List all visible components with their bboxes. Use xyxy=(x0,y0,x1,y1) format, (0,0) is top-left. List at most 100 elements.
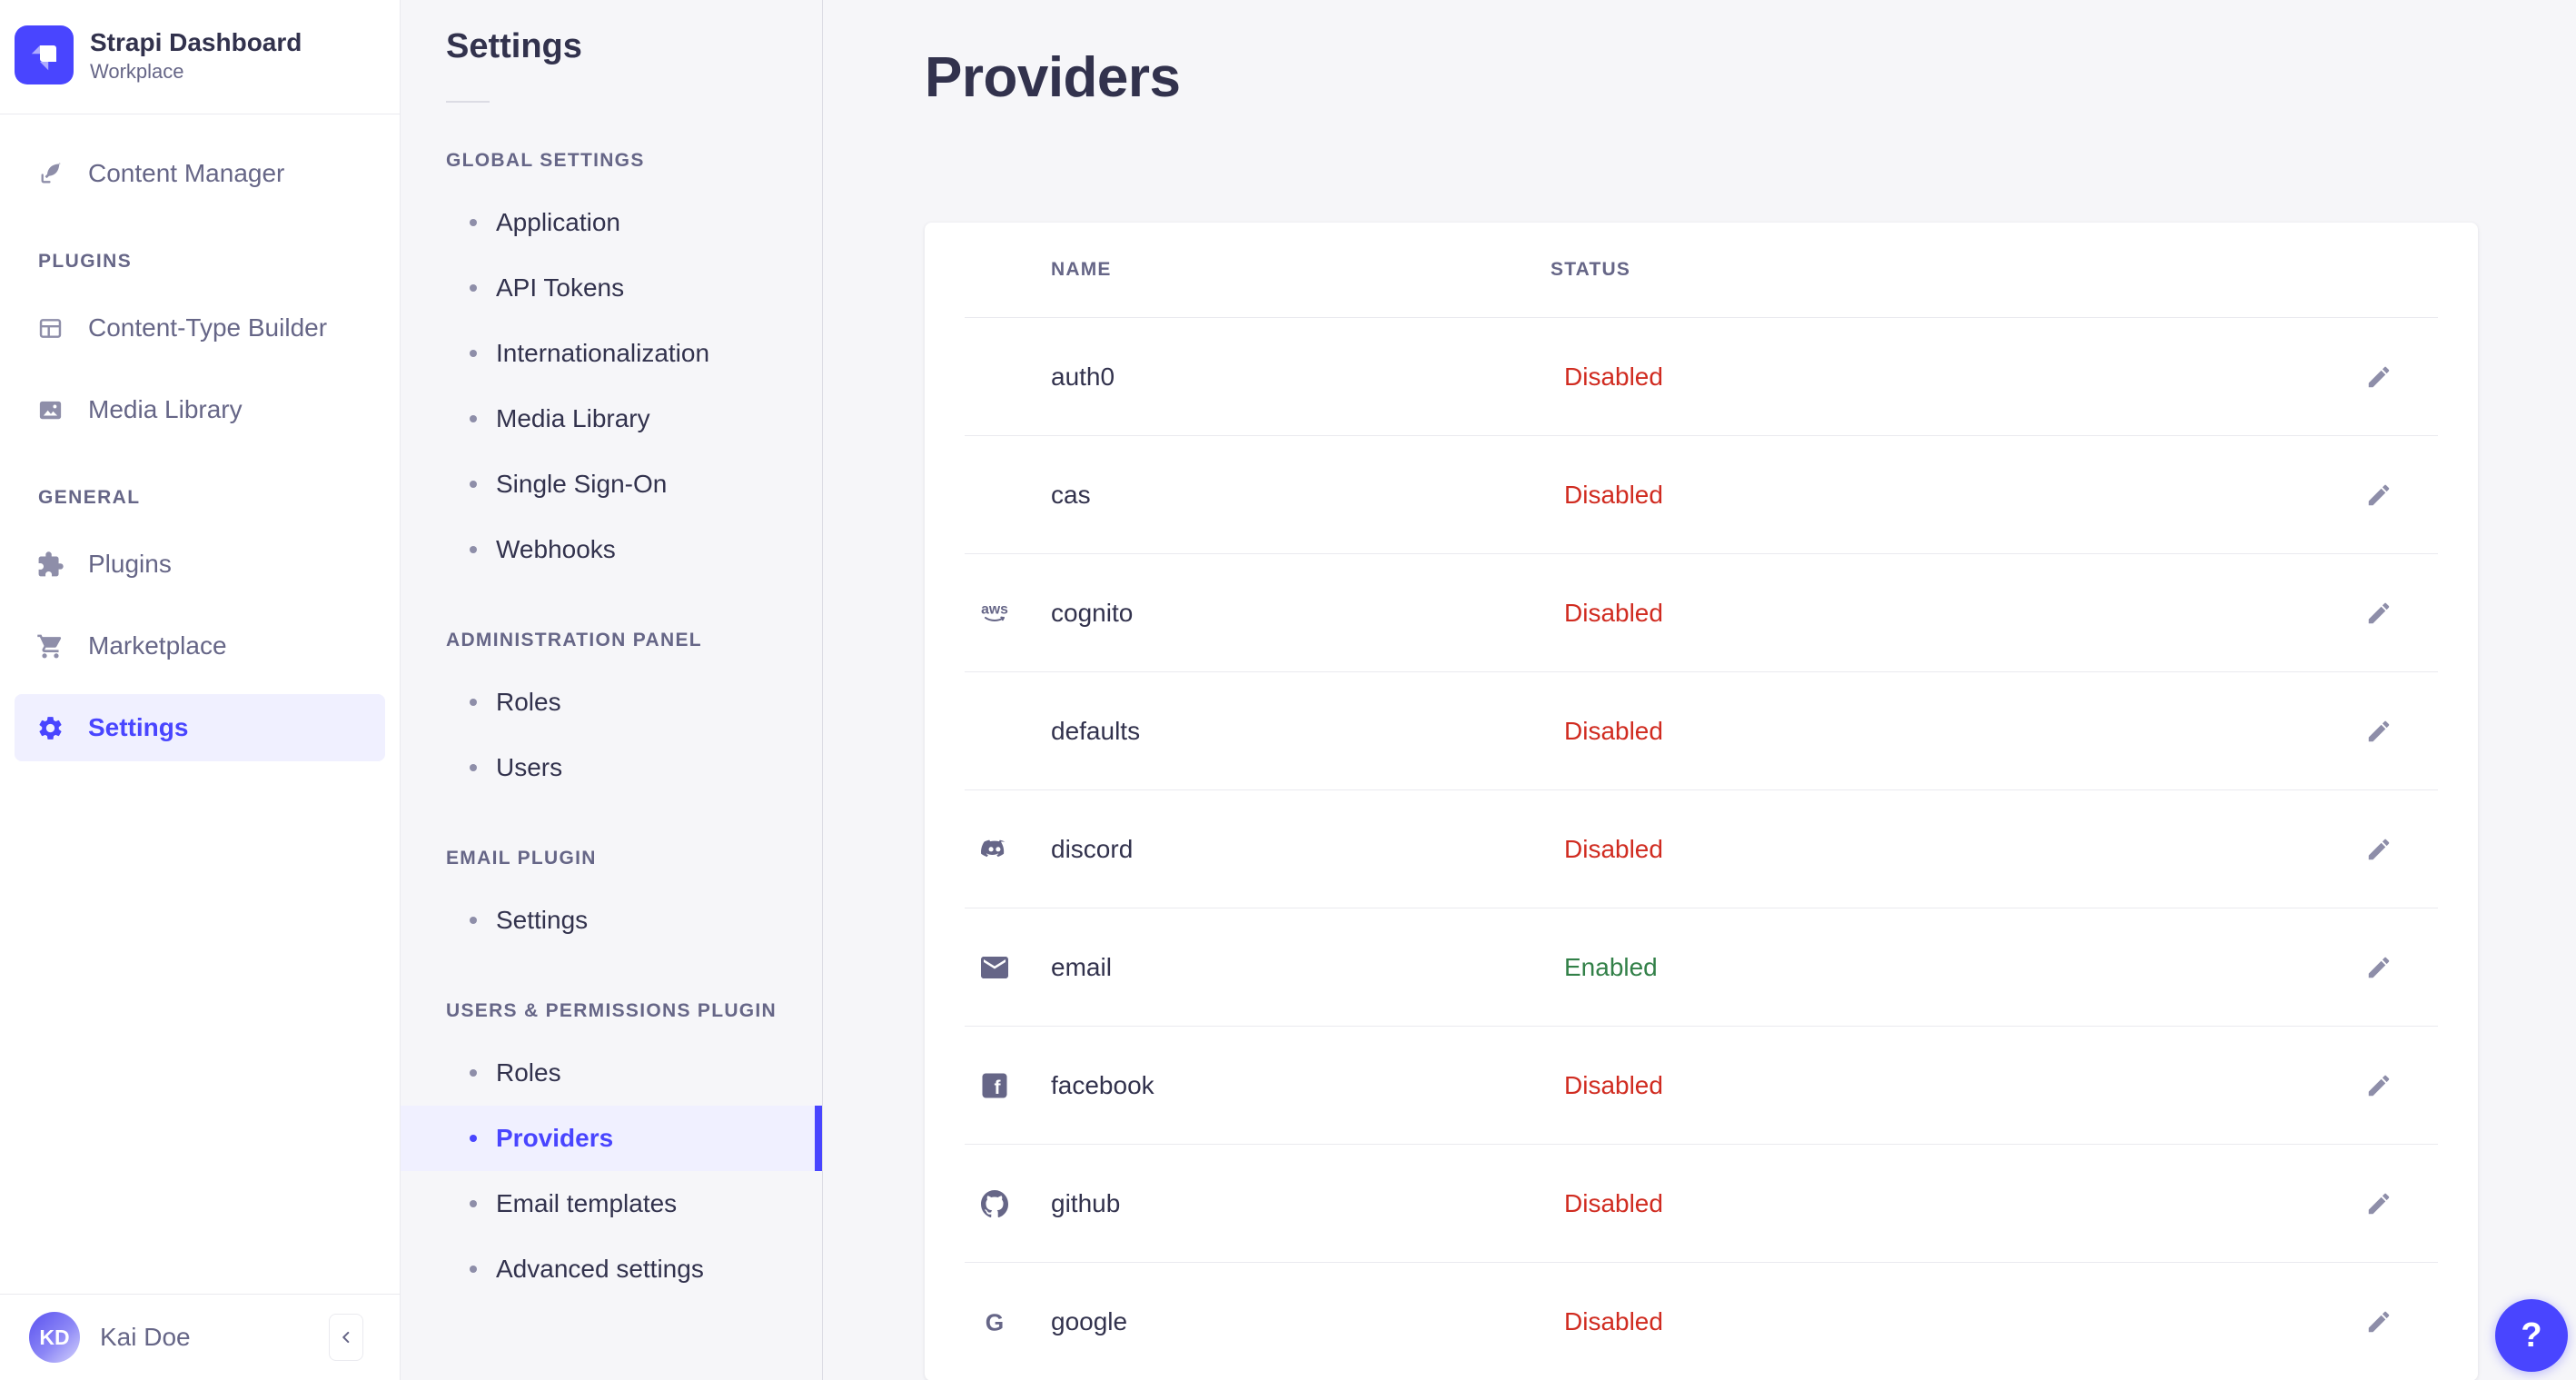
provider-status: Disabled xyxy=(1564,716,1663,745)
subnav-item-users[interactable]: Users xyxy=(401,735,822,800)
sidebar-item-media-library[interactable]: Media Library xyxy=(15,376,385,443)
pencil-icon xyxy=(2368,720,2390,741)
aws-icon: aws xyxy=(981,601,1008,621)
subnav-item-label: Webhooks xyxy=(496,535,616,563)
subnav-item-label: Users xyxy=(496,753,563,781)
providers-table: Name Status auth0 Disabled cas Disabled aws c… xyxy=(965,223,2438,1380)
edit-provider-button[interactable] xyxy=(2365,1308,2393,1335)
edit-provider-button[interactable] xyxy=(2365,1190,2393,1217)
sidebar-section-header: Plugins xyxy=(38,251,133,272)
subnav-item-label: Media Library xyxy=(496,404,650,432)
sidebar-item-settings[interactable]: Settings xyxy=(15,694,385,761)
provider-icon-box xyxy=(978,1187,1051,1220)
sidebar-item-marketplace[interactable]: Marketplace xyxy=(15,612,385,680)
user-name: Kai Doe xyxy=(100,1323,191,1351)
subnav-item-single-sign-on[interactable]: Single Sign-On xyxy=(401,452,822,517)
provider-row-discord: discord Disabled xyxy=(965,790,2438,908)
cart-icon xyxy=(37,634,62,658)
provider-icon-box: aws xyxy=(978,597,1051,630)
pencil-icon xyxy=(2368,957,2390,978)
sidebar-section-header: General xyxy=(38,487,141,508)
provider-name: auth0 xyxy=(1051,362,1115,391)
subnav-item-media-library[interactable]: Media Library xyxy=(401,386,822,452)
subnav-sections: Global Settings Application API Tokens Inte… xyxy=(401,150,822,1302)
subnav-item-label: Single Sign-On xyxy=(496,470,668,498)
subnav-item-label: Providers xyxy=(496,1124,614,1152)
pencil-icon xyxy=(2368,484,2390,505)
subnav-item-roles[interactable]: Roles xyxy=(401,1040,822,1106)
bullet-icon xyxy=(470,699,477,706)
provider-name: cas xyxy=(1051,480,1091,509)
sidebar-item-plugins[interactable]: Plugins xyxy=(15,531,385,598)
pencil-icon xyxy=(2368,1311,2390,1333)
subnav-item-roles[interactable]: Roles xyxy=(401,670,822,735)
subnav-item-api-tokens[interactable]: API Tokens xyxy=(401,255,822,321)
settings-subnav: Settings Global Settings Application API T… xyxy=(401,0,823,1380)
bullet-icon xyxy=(470,350,477,357)
table-body: auth0 Disabled cas Disabled aws cognito Disabl… xyxy=(965,318,2438,1380)
provider-status: Disabled xyxy=(1564,480,1663,509)
subnav-item-settings[interactable]: Settings xyxy=(401,888,822,953)
provider-status: Enabled xyxy=(1564,952,1658,981)
subnav-item-providers[interactable]: Providers xyxy=(401,1106,822,1171)
svg-text:G: G xyxy=(986,1308,1004,1335)
puzzle-icon xyxy=(38,551,64,576)
subnav-item-label: Roles xyxy=(496,688,561,716)
edit-provider-button[interactable] xyxy=(2365,836,2393,863)
provider-row-auth0: auth0 Disabled xyxy=(965,318,2438,436)
sidebar-nav: Content Manager Plugins Content-Type Build… xyxy=(0,114,400,761)
sidebar-item-content-type-builder[interactable]: Content-Type Builder xyxy=(15,294,385,362)
provider-name: facebook xyxy=(1051,1070,1154,1099)
page-title: Providers xyxy=(925,46,1181,109)
provider-row-github: github Disabled xyxy=(965,1145,2438,1263)
github-icon xyxy=(981,1189,1009,1217)
sidebar-item-label: Plugins xyxy=(88,550,172,578)
image-icon xyxy=(39,401,62,419)
facebook-icon: f xyxy=(982,1073,1007,1098)
provider-status: Disabled xyxy=(1564,598,1663,627)
subnav-section-header: Email plugin xyxy=(446,848,597,869)
edit-provider-button[interactable] xyxy=(2365,363,2393,391)
subnav-item-internationalization[interactable]: Internationalization xyxy=(401,321,822,386)
question-mark-icon: ? xyxy=(2521,1315,2542,1355)
discord-icon xyxy=(981,839,1006,857)
edit-provider-button[interactable] xyxy=(2365,600,2393,627)
workspace-brand[interactable]: Strapi Dashboard Workplace xyxy=(0,0,400,114)
subnav-section-header: Administration panel xyxy=(446,630,702,650)
subnav-title-divider xyxy=(446,101,490,103)
subnav-item-label: Email templates xyxy=(496,1189,678,1217)
edit-provider-button[interactable] xyxy=(2365,954,2393,981)
bullet-icon xyxy=(470,1069,477,1077)
workspace-title-block: Strapi Dashboard Workplace xyxy=(90,26,302,84)
app-title: Strapi Dashboard xyxy=(90,28,302,56)
bullet-icon xyxy=(470,481,477,488)
subnav-list: Settings xyxy=(401,888,822,953)
provider-status: Disabled xyxy=(1564,1188,1663,1217)
edit-provider-button[interactable] xyxy=(2365,1072,2393,1099)
edit-provider-button[interactable] xyxy=(2365,718,2393,745)
subnav-list: Roles Providers Email templates Advanced se… xyxy=(401,1040,822,1302)
subnav-item-label: API Tokens xyxy=(496,273,625,302)
subnav-item-email-templates[interactable]: Email templates xyxy=(401,1171,822,1236)
subnav-item-webhooks[interactable]: Webhooks xyxy=(401,517,822,582)
help-button[interactable]: ? xyxy=(2495,1299,2568,1372)
subnav-item-application[interactable]: Application xyxy=(401,190,822,255)
pencil-icon xyxy=(2368,366,2390,387)
edit-provider-button[interactable] xyxy=(2365,482,2393,509)
subnav-item-label: Internationalization xyxy=(496,339,710,367)
sidebar-item-content-manager[interactable]: Content Manager xyxy=(15,140,385,207)
subnav-item-label: Settings xyxy=(496,906,589,934)
provider-name: discord xyxy=(1051,834,1134,863)
main-content: Providers Name Status auth0 Disabled cas Di… xyxy=(823,0,2576,1380)
chevron-left-icon xyxy=(336,1327,356,1347)
provider-status: Disabled xyxy=(1564,1070,1663,1099)
provider-name: github xyxy=(1051,1188,1121,1217)
provider-row-cognito: aws cognito Disabled xyxy=(965,554,2438,672)
avatar[interactable]: KD xyxy=(29,1312,80,1363)
bullet-icon xyxy=(470,1200,477,1207)
subnav-item-advanced-settings[interactable]: Advanced settings xyxy=(401,1236,822,1302)
bullet-icon xyxy=(470,284,477,292)
email-icon xyxy=(981,956,1008,978)
collapse-sidebar-button[interactable] xyxy=(329,1314,363,1361)
